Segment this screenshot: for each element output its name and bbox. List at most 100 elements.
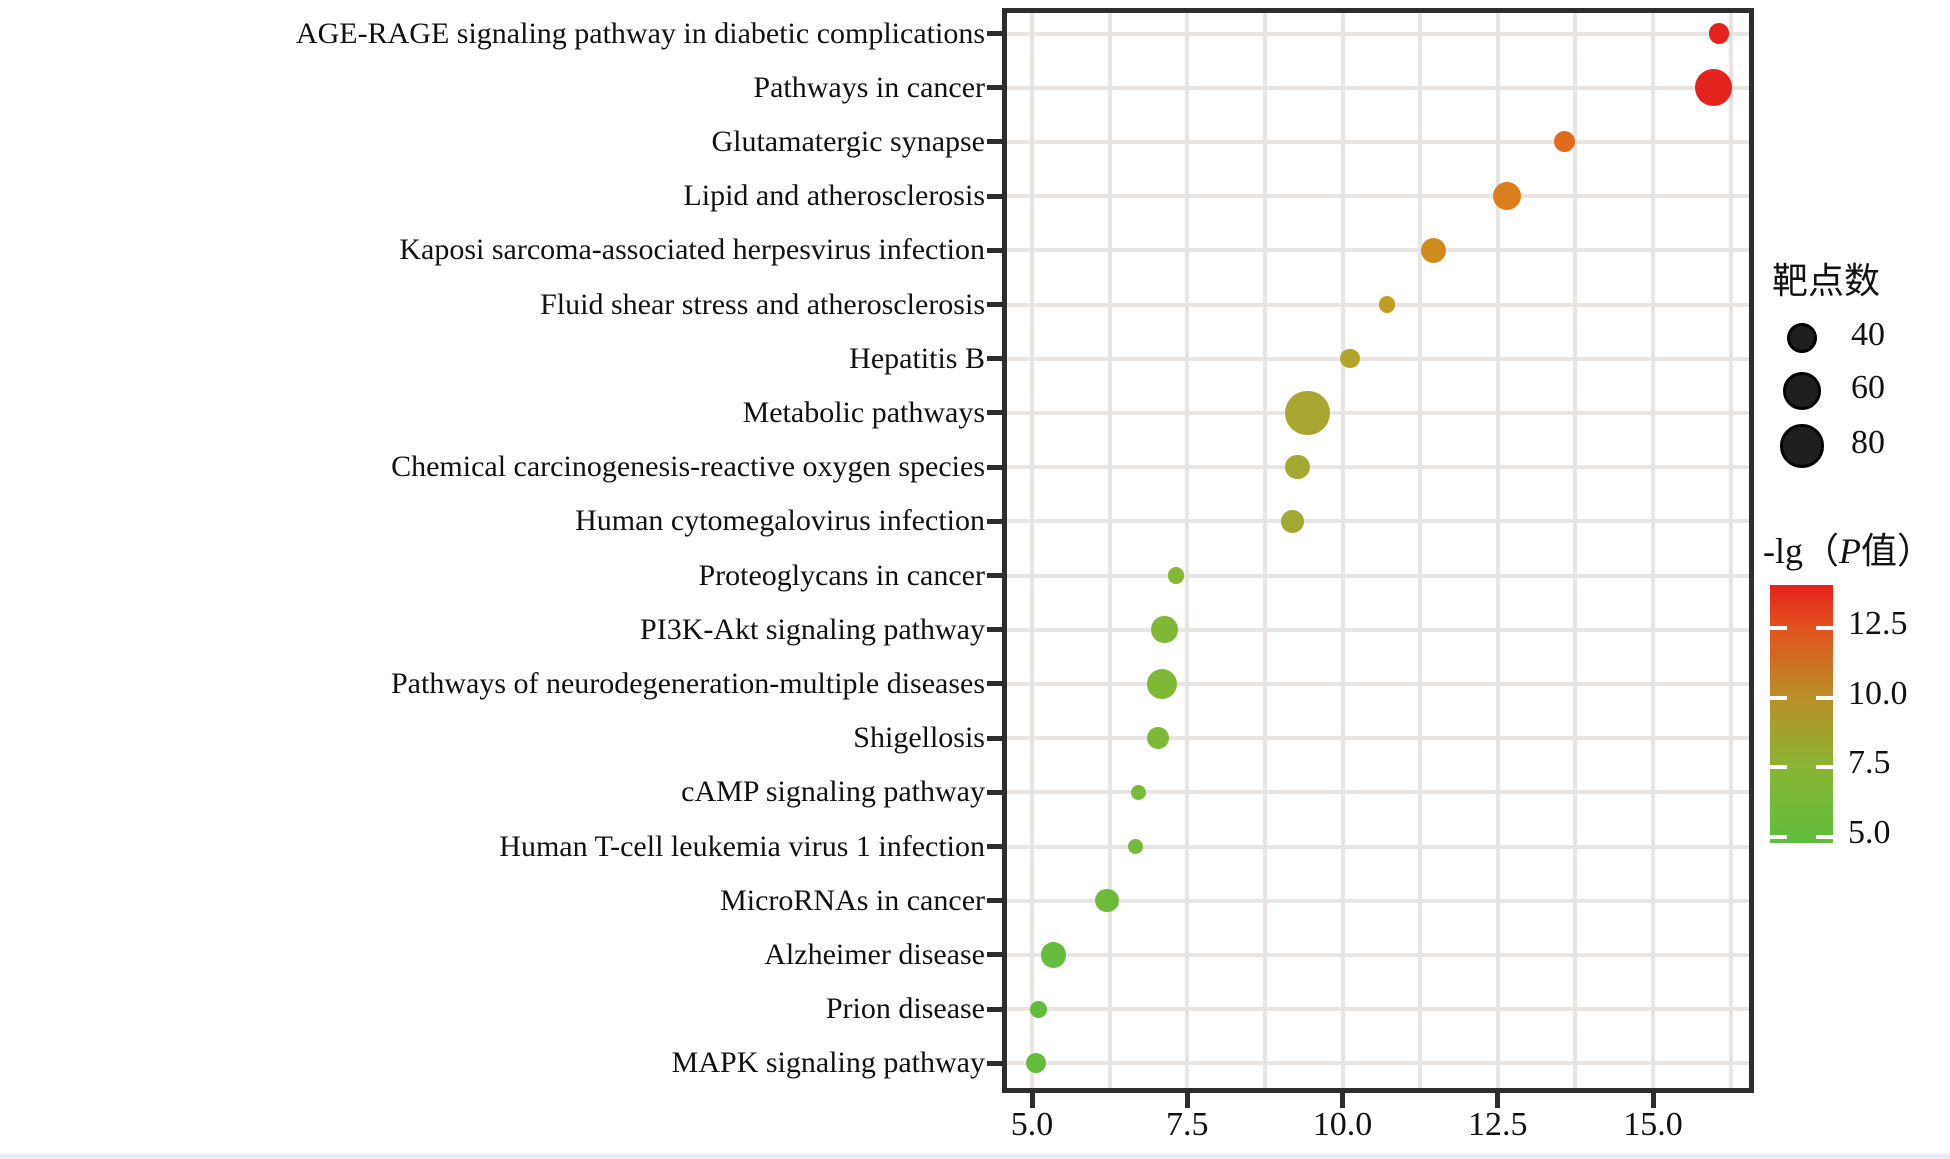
data-point bbox=[1130, 784, 1146, 800]
y-axis-label: MicroRNAs in cancer bbox=[720, 883, 985, 917]
data-point bbox=[1025, 1053, 1046, 1074]
grid-line-vertical bbox=[1573, 13, 1578, 1088]
x-axis-tick-label: 5.0 bbox=[1010, 1106, 1054, 1143]
grid-line-horizontal bbox=[1007, 465, 1749, 470]
y-axis-label: Human T-cell leukemia virus 1 infection bbox=[499, 829, 985, 863]
grid-line-horizontal bbox=[1007, 410, 1749, 415]
colorbar-tick-left bbox=[1770, 626, 1787, 630]
grid-line-vertical bbox=[1340, 13, 1345, 1088]
data-point bbox=[1147, 727, 1169, 749]
x-axis-tick bbox=[1340, 1093, 1345, 1108]
y-axis-label: Prion disease bbox=[825, 992, 985, 1026]
data-point bbox=[1095, 889, 1119, 913]
y-axis-label: Kaposi sarcoma-associated herpesvirus in… bbox=[399, 233, 985, 267]
y-axis-tick bbox=[987, 356, 1002, 362]
colorbar-tick-right bbox=[1816, 696, 1833, 700]
data-point bbox=[1285, 390, 1330, 436]
grid-line-horizontal bbox=[1007, 85, 1749, 90]
data-point bbox=[1030, 1000, 1048, 1018]
x-axis-tick bbox=[1184, 1093, 1190, 1108]
colorbar-tick-label: 5.0 bbox=[1848, 814, 1891, 851]
colorbar-tick-left bbox=[1770, 696, 1787, 700]
colorbar-tick-right bbox=[1816, 626, 1833, 630]
grid-line-vertical bbox=[1185, 13, 1190, 1088]
y-axis-tick bbox=[987, 844, 1002, 849]
data-point bbox=[1041, 942, 1067, 968]
grid-line-vertical bbox=[1262, 13, 1267, 1088]
y-axis-label: cAMP signaling pathway bbox=[681, 775, 985, 809]
grid-line-vertical bbox=[1107, 13, 1112, 1088]
data-point bbox=[1284, 454, 1310, 480]
y-axis-tick bbox=[987, 518, 1002, 524]
y-axis-tick bbox=[987, 193, 1002, 199]
data-point bbox=[1554, 131, 1576, 153]
y-axis-label: Proteoglycans in cancer bbox=[698, 558, 985, 592]
color-legend-title: -lg（P值） bbox=[1763, 522, 1933, 574]
y-axis-label: Shigellosis bbox=[853, 721, 985, 755]
data-point bbox=[1708, 23, 1729, 44]
grid-line-vertical bbox=[1030, 13, 1034, 1088]
x-axis-tick-label: 7.5 bbox=[1166, 1106, 1209, 1143]
size-legend-dot bbox=[1780, 424, 1824, 468]
colorbar-tick-label: 12.5 bbox=[1848, 605, 1908, 642]
y-axis-label: Lipid and atherosclerosis bbox=[683, 179, 985, 213]
x-axis-tick bbox=[1495, 1093, 1501, 1108]
y-axis-tick bbox=[987, 139, 1002, 145]
data-point bbox=[1167, 567, 1185, 584]
grid-line-horizontal bbox=[1007, 519, 1749, 524]
y-axis-label: PI3K-Akt signaling pathway bbox=[640, 612, 985, 646]
color-legend-title-suffix: 值） bbox=[1861, 531, 1934, 571]
size-legend-value: 40 bbox=[1851, 316, 1885, 353]
y-axis-label: Metabolic pathways bbox=[742, 395, 985, 429]
y-axis-tick bbox=[987, 735, 1002, 741]
y-axis-tick bbox=[987, 302, 1002, 307]
grid-line-horizontal bbox=[1007, 356, 1749, 361]
size-legend-title: 靶点数 bbox=[1772, 261, 1881, 301]
color-legend-title-p: P bbox=[1839, 531, 1861, 571]
y-axis-label: Pathways of neurodegeneration-multiple d… bbox=[391, 666, 985, 700]
colorbar-tick-label: 7.5 bbox=[1848, 744, 1891, 781]
grid-line-horizontal bbox=[1007, 248, 1749, 253]
y-axis-tick bbox=[987, 1006, 1002, 1012]
y-axis-label: Chemical carcinogenesis-reactive oxygen … bbox=[391, 450, 985, 484]
y-axis-label: AGE-RAGE signaling pathway in diabetic c… bbox=[295, 16, 985, 50]
plot-area bbox=[1002, 8, 1754, 1093]
size-legend-dot bbox=[1786, 322, 1818, 354]
data-point bbox=[1147, 668, 1178, 699]
colorbar-tick-left bbox=[1770, 835, 1787, 839]
y-axis-label: Fluid shear stress and atherosclerosis bbox=[540, 287, 985, 321]
y-axis-tick bbox=[987, 247, 1002, 253]
y-axis-tick bbox=[987, 681, 1002, 687]
x-axis-tick-label: 15.0 bbox=[1623, 1106, 1683, 1143]
size-legend-dot bbox=[1783, 372, 1821, 410]
grid-line-vertical bbox=[1418, 13, 1423, 1088]
colorbar-tick-label: 10.0 bbox=[1848, 675, 1908, 712]
x-axis-tick-label: 10.0 bbox=[1312, 1106, 1373, 1143]
y-axis-tick bbox=[987, 85, 1002, 91]
y-axis-tick bbox=[987, 410, 1002, 416]
colorbar-tick-right bbox=[1816, 835, 1833, 839]
data-point bbox=[1379, 296, 1396, 313]
color-legend-title-prefix: -lg（ bbox=[1763, 531, 1839, 571]
grid-line-vertical bbox=[1651, 13, 1655, 1088]
grid-line-horizontal bbox=[1007, 736, 1749, 741]
grid-line-vertical bbox=[1495, 13, 1500, 1088]
grid-line-horizontal bbox=[1007, 194, 1749, 199]
x-axis-tick bbox=[1029, 1093, 1035, 1108]
grid-line-horizontal bbox=[1007, 681, 1749, 686]
y-axis-tick bbox=[987, 31, 1002, 36]
y-axis-label: Glutamatergic synapse bbox=[711, 124, 985, 158]
colorbar-tick-right bbox=[1816, 765, 1833, 769]
grid-line-horizontal bbox=[1007, 952, 1749, 957]
grid-line-horizontal bbox=[1007, 573, 1749, 578]
grid-line-horizontal bbox=[1007, 1007, 1749, 1012]
y-axis-label: Hepatitis B bbox=[849, 341, 985, 375]
colorbar bbox=[1770, 585, 1833, 843]
y-axis-tick bbox=[987, 573, 1002, 578]
data-point bbox=[1280, 509, 1304, 533]
y-axis-tick bbox=[987, 627, 1002, 633]
grid-line-horizontal bbox=[1007, 139, 1749, 144]
y-axis-label: MAPK signaling pathway bbox=[671, 1046, 985, 1080]
grid-line-vertical bbox=[1728, 13, 1733, 1088]
grid-line-horizontal bbox=[1007, 1061, 1749, 1066]
